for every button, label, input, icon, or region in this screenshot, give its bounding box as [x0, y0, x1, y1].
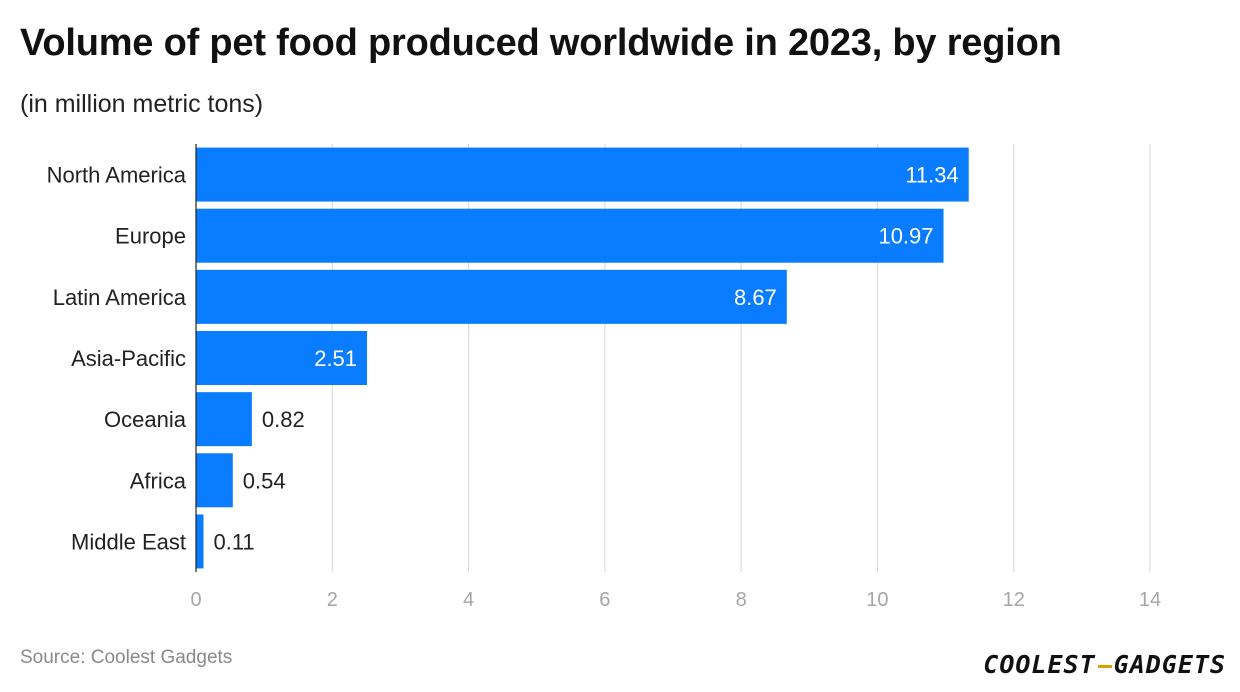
category-labels: North America Europe Latin America Asia-Pac…: [47, 163, 187, 555]
logo-text-right: GADGETS: [1113, 650, 1226, 679]
bars: 11.34 10.97 8.67 2.51 0.82 0.54 0.11: [196, 147, 969, 569]
value-label: 11.34: [905, 163, 958, 188]
value-label: 0.54: [243, 468, 286, 493]
logo-dash: [1097, 664, 1112, 668]
x-tick-label: 8: [736, 589, 747, 611]
bar: [196, 331, 368, 385]
bar: [196, 269, 787, 324]
x-tick-label: 14: [1139, 589, 1161, 611]
x-tick-label: 10: [866, 589, 888, 611]
brand-logo: COOLEST GADGETS: [983, 650, 1226, 679]
category-label: Latin America: [53, 285, 187, 310]
x-tick-label: 4: [463, 589, 474, 611]
bar: [196, 147, 969, 202]
value-label: 2.51: [314, 346, 357, 371]
logo-text-left: COOLEST: [983, 650, 1096, 679]
bar: [196, 208, 944, 263]
gridlines: [331, 144, 1151, 572]
value-label: 0.11: [213, 529, 254, 554]
value-label: 10.97: [878, 224, 933, 249]
value-label: 0.82: [262, 407, 305, 432]
bar: [196, 514, 204, 569]
chart-subtitle: (in million metric tons): [20, 90, 264, 118]
category-label: Oceania: [104, 407, 187, 432]
bar: [196, 453, 233, 508]
category-label: Asia-Pacific: [71, 346, 186, 371]
value-label: 8.67: [734, 285, 777, 310]
x-tick-label: 2: [327, 589, 338, 611]
category-label: Middle East: [71, 529, 186, 554]
x-tick-label: 6: [599, 589, 610, 611]
chart-title: Volume of pet food produced worldwide in…: [20, 22, 1062, 64]
x-tick-labels: 0 2 4 6 8 10 12 14: [190, 589, 1161, 611]
x-tick-label: 12: [1003, 589, 1025, 611]
category-label: North America: [47, 163, 187, 188]
source-note: Source: Coolest Gadgets: [20, 647, 233, 668]
category-label: Africa: [130, 468, 187, 493]
x-tick-label: 0: [190, 589, 201, 611]
bar: [196, 392, 252, 447]
category-label: Europe: [115, 224, 186, 249]
